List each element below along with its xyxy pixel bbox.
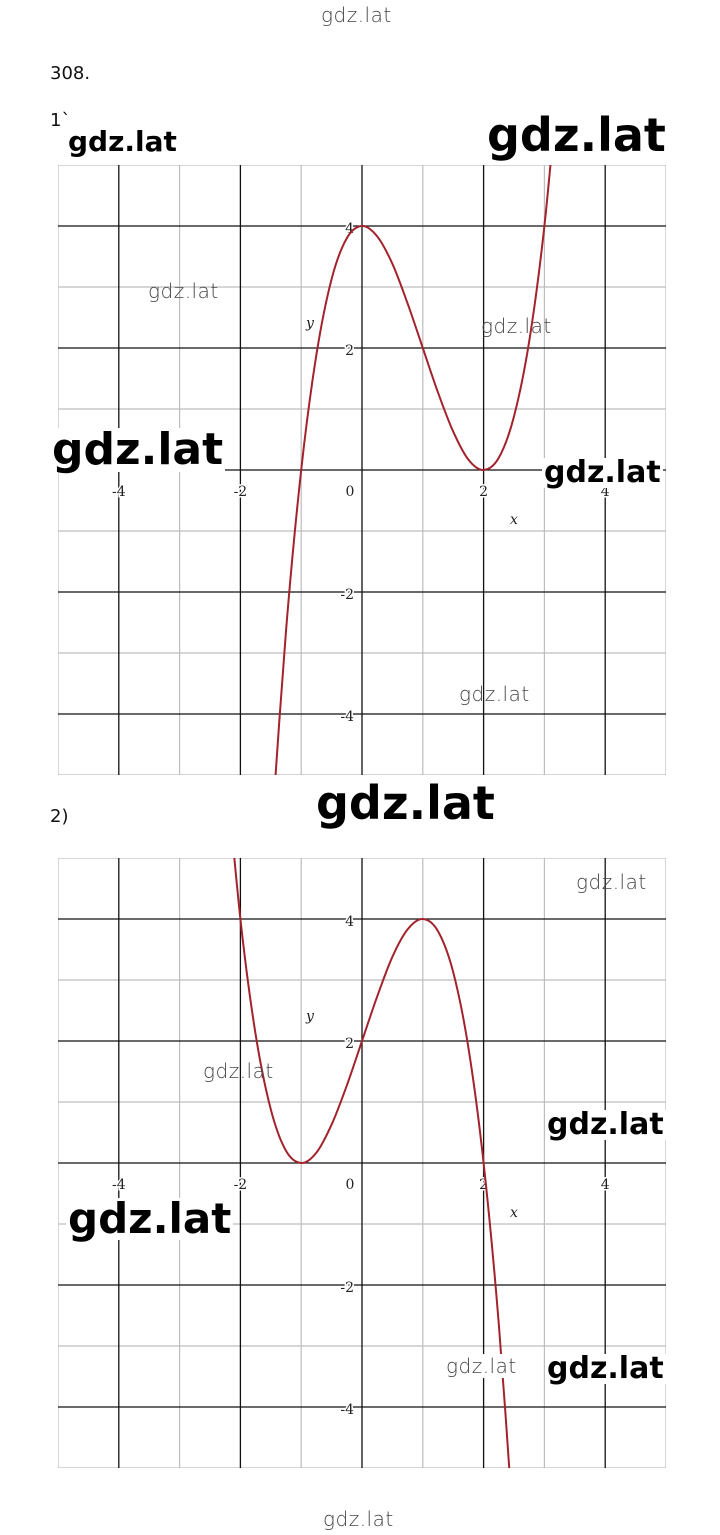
watermark: gdz.lat [485, 108, 668, 162]
x-tick-label: 2 [479, 484, 488, 500]
x-tick-label: -2 [234, 484, 248, 500]
y-axis-label: y [305, 316, 315, 332]
curve [274, 165, 552, 775]
grid [58, 858, 666, 1468]
y-tick-label: 4 [345, 914, 354, 930]
x-axis-label: x [510, 512, 518, 528]
watermark: gdz.lat [203, 1059, 274, 1083]
y-tick-label: 4 [345, 221, 354, 237]
watermark: gdz.lat [446, 1354, 517, 1378]
watermark: gdz.lat [576, 870, 647, 894]
graph: -4 -2 0 2 4 -4 -2 2 4 x y [58, 858, 666, 1468]
x-tick-label: -4 [112, 484, 126, 500]
watermark: gdz.lat [148, 279, 219, 303]
part-label: 2) [50, 806, 69, 827]
y-tick-label: -4 [340, 709, 354, 725]
y-tick-label: 2 [345, 1036, 354, 1052]
watermark: gdz.lat [66, 1194, 234, 1243]
y-tick-label: -4 [340, 1402, 354, 1418]
x-tick-label: -4 [112, 1177, 126, 1193]
watermark: gdz.lat [545, 1107, 666, 1142]
x-tick-label: -2 [234, 1177, 248, 1193]
y-tick-label: 2 [345, 343, 354, 359]
x-tick-label: 4 [601, 1177, 610, 1193]
y-axis-label: y [305, 1009, 315, 1025]
x-tick-label: 0 [346, 1177, 355, 1193]
watermark: gdz.lat [314, 776, 497, 830]
x-axis-label: x [510, 1205, 518, 1221]
problem-number: 308. [50, 63, 91, 84]
part-label: 1` [50, 110, 71, 131]
watermark: gdz.lat [481, 314, 552, 338]
x-tick-label: 0 [346, 484, 355, 500]
curve [233, 858, 511, 1468]
watermark: gdz.lat [321, 3, 392, 27]
y-tick-label: -2 [340, 1280, 354, 1296]
watermark: gdz.lat [50, 424, 226, 475]
watermark: gdz.lat [323, 1507, 394, 1531]
watermark: gdz.lat [542, 455, 663, 490]
watermark: gdz.lat [66, 125, 179, 158]
watermark: gdz.lat [545, 1351, 666, 1386]
y-tick-label: -2 [340, 587, 354, 603]
watermark: gdz.lat [459, 682, 530, 706]
x-tick-label: 2 [479, 1177, 488, 1193]
